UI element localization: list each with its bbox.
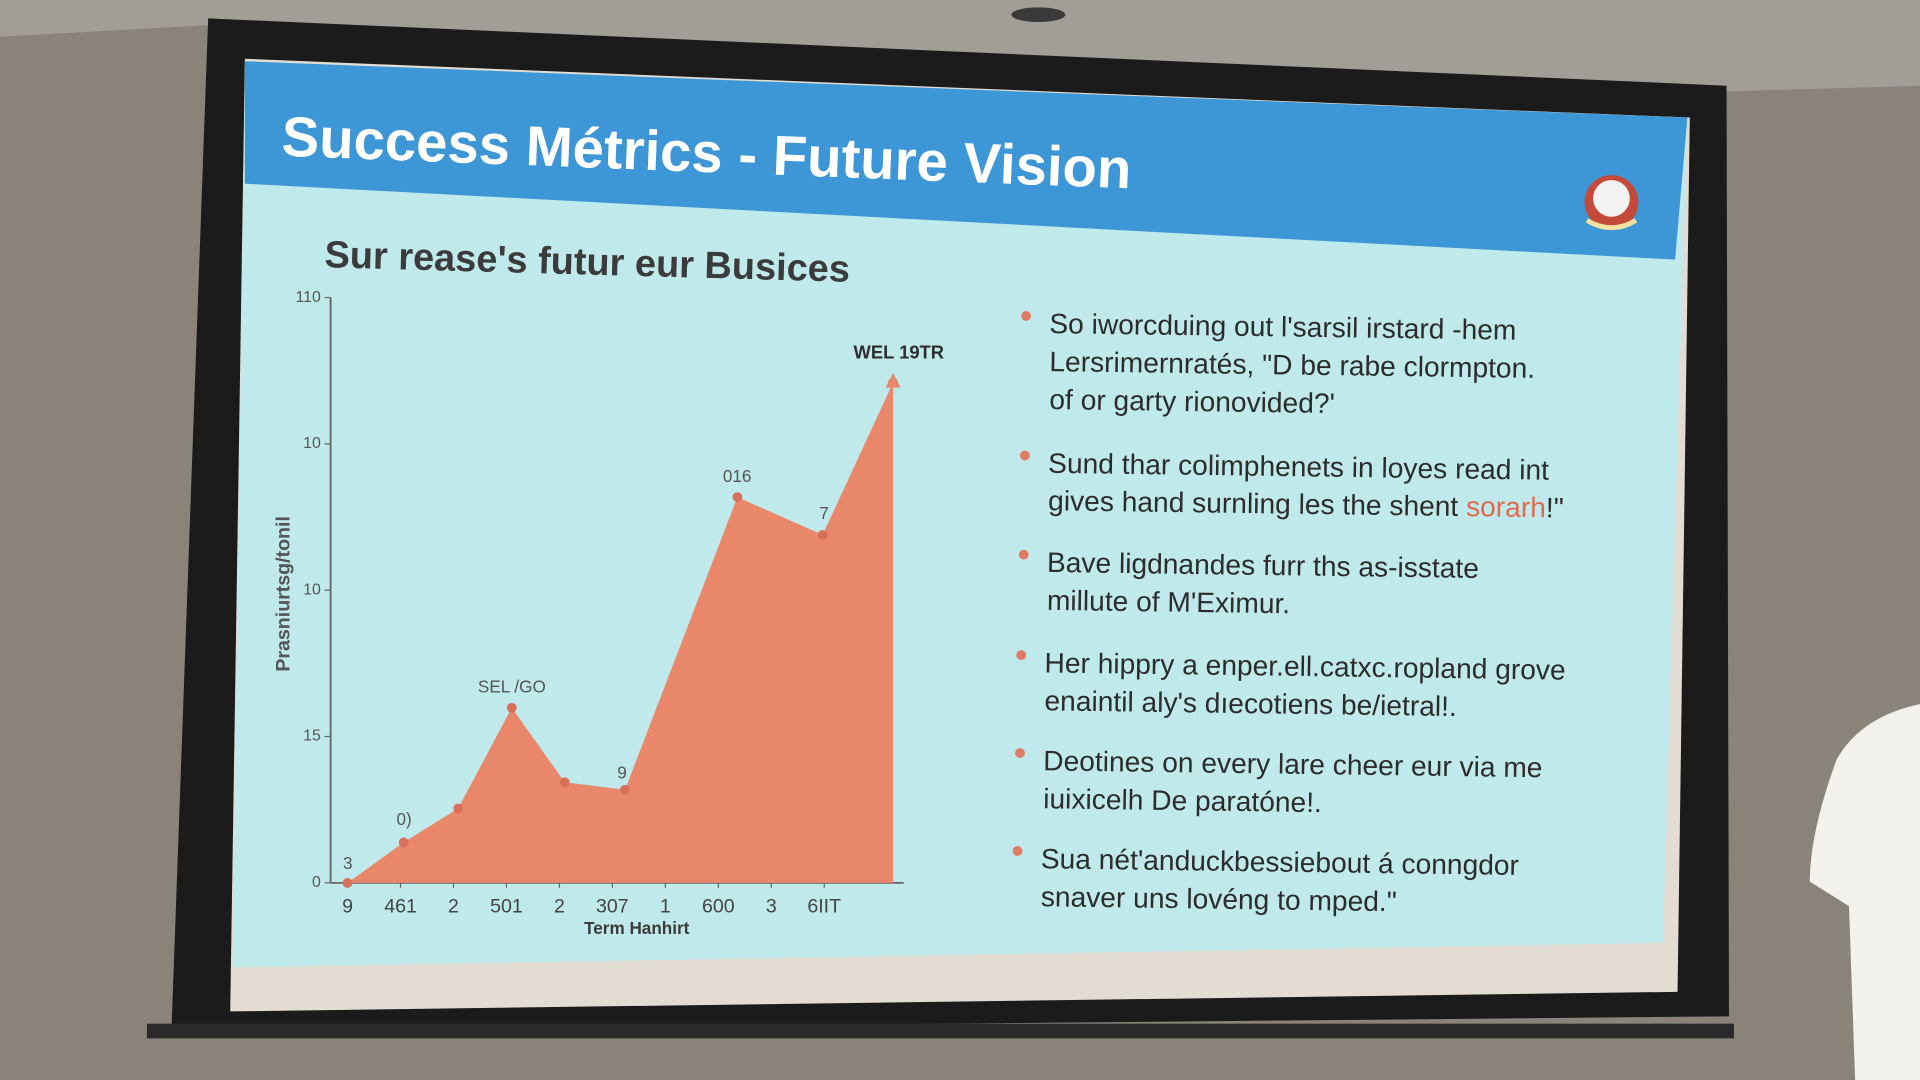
- bullet-text: gives hand surnling les the shent sorarh…: [1048, 486, 1564, 524]
- ceiling: [0, 0, 1920, 92]
- logo: [1584, 175, 1639, 231]
- bullet-text: Sua nét'anduckbessiebout á conngdor: [1041, 843, 1520, 881]
- bullet-text-part: !": [1546, 493, 1564, 524]
- x-tick-label: 9: [342, 896, 353, 918]
- slide: [232, 61, 1688, 968]
- y-tick-label: 10: [303, 435, 321, 452]
- slide-header: [244, 61, 1688, 260]
- x-tick-label: 3: [766, 896, 777, 918]
- point: [453, 803, 464, 814]
- annotation: 0): [396, 809, 411, 829]
- bullet-dot: [1016, 650, 1027, 660]
- bullet-dot: [1018, 549, 1029, 560]
- bullet-text: Her hippry a enper.ell.catxc.ropland gro…: [1044, 647, 1566, 685]
- x-tick-label: 307: [596, 896, 629, 918]
- chart: 0 15 10 10 110 9 461 2 501 2 307 1 600 3 6IIT 3 0) SEL /G…: [295, 289, 944, 918]
- bullet-text: enaintil aly's dıecotiens be/ietral!.: [1044, 685, 1457, 722]
- presenter: [1809, 704, 1920, 1080]
- annotation: WEL 19TR: [854, 342, 944, 363]
- y-tick-label: 15: [303, 728, 321, 745]
- point: [620, 784, 630, 795]
- annotation: 3: [343, 853, 353, 873]
- x-tick-label: 600: [702, 896, 735, 918]
- y-tick-label: 0: [312, 874, 321, 891]
- point: [342, 877, 353, 888]
- x-tick-label: 1: [660, 896, 671, 918]
- bullet-text: So iworcduing out l'sarsil irstard -hem: [1049, 308, 1516, 346]
- bullet-dot: [1021, 311, 1032, 321]
- y-tick-label: 110: [295, 289, 321, 306]
- x-tick-label: 2: [554, 896, 565, 918]
- y-tick-label: 10: [303, 581, 321, 598]
- point: [398, 837, 409, 848]
- annotation: 9: [617, 762, 627, 782]
- bullet-text: Sund thar colimphenets in loyes read int: [1048, 448, 1549, 486]
- bullet-text: iuixicelh De paratóne!.: [1043, 783, 1322, 818]
- x-tick-label: 2: [448, 896, 459, 918]
- bullet-text: of or garty rionovided?': [1049, 384, 1335, 419]
- bullet-dot: [1020, 450, 1030, 461]
- bullet-dot: [1015, 748, 1025, 758]
- bullet-text: snaver uns lovéng to mped.": [1041, 881, 1397, 917]
- bullet-text: Lersrimernratés, "D be rabe clormpton.: [1049, 346, 1535, 384]
- area: [347, 382, 894, 883]
- x-tick-label: 501: [490, 896, 523, 918]
- x-tick-label: 6IIT: [807, 896, 841, 918]
- screen-bar: [146, 1023, 1734, 1039]
- point: [506, 702, 517, 713]
- bullet-text: Bave ligdnandes furr ths as-isstate: [1047, 547, 1479, 584]
- bullet-dot: [1012, 846, 1023, 856]
- bullet-text: Deotines on every lare cheer eur via me: [1043, 745, 1543, 783]
- annotation: 7: [819, 503, 829, 523]
- bullet-text: millute of M'Eximur.: [1047, 585, 1291, 619]
- annotation: SEL /GO: [478, 677, 546, 697]
- x-axis-title: Term Hanhirt: [584, 918, 690, 938]
- point: [817, 529, 828, 540]
- point: [559, 777, 570, 788]
- ceiling-light: [1011, 7, 1066, 23]
- x-tick-label: 461: [384, 896, 417, 918]
- arrow-head: [885, 372, 901, 388]
- y-axis-title: Prasniurtsg/tonil: [272, 516, 294, 672]
- bullet-text-part: gives hand surnling les the shent: [1048, 486, 1466, 523]
- annotation: 016: [723, 466, 752, 486]
- bullet-text-part: sorarh: [1466, 492, 1546, 524]
- bullet-list: So iworcduing out l'sarsil irstard -hemL…: [1012, 308, 1566, 917]
- point: [732, 492, 743, 502]
